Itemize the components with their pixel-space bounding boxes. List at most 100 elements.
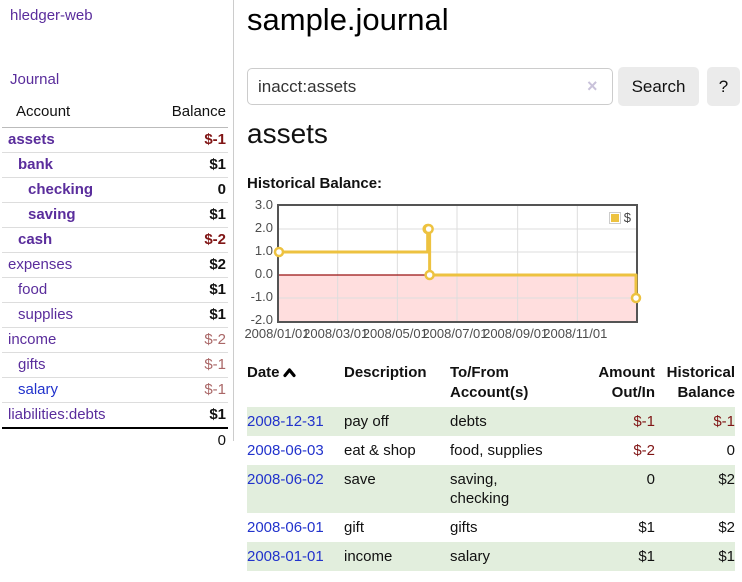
register-body: 2008-12-31 pay off debts $-1 $-1 2008-06-03 ea… [247,407,735,571]
sort-ascending-icon [282,368,296,378]
transaction-amount: $-2 [633,442,655,459]
account-link[interactable]: checking [28,181,94,198]
x-axis-tick-label: 2008/05/01 [362,326,428,341]
register-row: 2008-01-01 income salary $1 $1 [247,542,735,571]
register-row: 2008-12-31 pay off debts $-1 $-1 [247,407,735,436]
register-col-amount: Amount Out/In [598,364,655,401]
brand-link[interactable]: hledger-web [10,7,93,24]
register-table: Date Description To/From Account(s) Amou… [247,361,735,571]
transaction-amount: 0 [646,471,655,488]
transaction-balance: $-1 [713,413,735,430]
account-row: liabilities:debts $1 [2,402,228,428]
x-axis-tick-label: 2008/07/01 [422,326,488,341]
transaction-accounts: food, supplies [450,442,543,459]
account-link[interactable]: supplies [18,306,74,323]
transaction-date-link[interactable]: 2008-06-03 [247,442,324,459]
account-row: expenses $2 [2,252,228,278]
sidebar-divider [233,0,234,441]
register-col-date[interactable]: Date [247,361,344,407]
transaction-date-link[interactable]: 2008-01-01 [247,548,324,565]
help-button[interactable]: ? [707,67,740,106]
transaction-amount: $1 [638,548,655,565]
account-link[interactable]: saving [28,206,76,223]
account-balance: $1 [148,302,228,328]
chart-plot-area: $ [273,204,642,323]
transaction-description: income [344,548,393,565]
balance-column-header: Balance [148,99,228,128]
account-row: food $1 [2,277,228,303]
account-total-row: 0 [2,427,228,453]
account-column-header: Account [2,99,149,128]
account-balance: $1 [148,202,228,228]
account-link[interactable]: liabilities:debts [8,406,106,423]
account-tree-table: Account Balance assets $-1 bank $1 checking 0… [2,99,228,453]
account-balance: $1 [148,152,228,178]
account-balance: $-2 [148,227,228,253]
account-balance: $-2 [148,327,228,353]
historical-balance-chart: 3.0 2.0 1.0 0.0 -1.0 -2.0 $ 2008/01/01 2008/03… [244,197,687,348]
transaction-description: save [344,471,376,488]
transaction-balance: $1 [718,548,735,565]
date-header-label: Date [247,364,280,381]
transaction-date-link[interactable]: 2008-06-02 [247,471,324,488]
transaction-accounts: saving, checking [450,471,510,507]
main-content: sample.journal × Search ? assets Histori… [244,0,742,582]
account-total-balance: 0 [148,427,228,453]
y-axis-tick-label: 2.0 [254,220,273,235]
account-balance: $2 [148,252,228,278]
account-balance: 0 [148,177,228,203]
legend-color-swatch [608,211,621,224]
legend-label: $ [623,210,631,225]
account-row: cash $-2 [2,227,228,253]
search-button[interactable]: Search [618,67,699,106]
account-link[interactable]: salary [18,381,59,398]
register-row: 2008-06-01 gift gifts $1 $2 [247,513,735,542]
balance-chart-svg [273,206,642,321]
clear-search-icon[interactable]: × [587,76,598,96]
transaction-date-link[interactable]: 2008-06-01 [247,519,324,536]
transaction-date-link[interactable]: 2008-12-31 [247,413,324,430]
y-axis-tick-label: 3.0 [254,197,273,212]
account-row: gifts $-1 [2,352,228,378]
transaction-description: eat & shop [344,442,416,459]
account-link[interactable]: bank [18,156,54,173]
transaction-balance: $2 [718,471,735,488]
account-link[interactable]: expenses [8,256,73,273]
register-col-description: Description [344,364,427,381]
account-link[interactable]: cash [18,231,53,248]
register-col-balance: Historical Balance [666,364,735,401]
register-col-accounts: To/From Account(s) [450,364,529,401]
x-axis-tick-label: 2008/09/01 [483,326,549,341]
account-link[interactable]: assets [8,131,55,148]
x-axis-tick-label: 2008/01/01 [244,326,310,341]
account-row: saving $1 [2,202,228,228]
chart-legend: $ [606,209,633,226]
y-axis-tick-label: 0.0 [254,266,273,281]
transaction-description: pay off [344,413,389,430]
register-row: 2008-06-03 eat & shop food, supplies $-2 0 [247,436,735,465]
account-link[interactable]: income [8,331,57,348]
account-row: supplies $1 [2,302,228,328]
account-tree-body: assets $-1 bank $1 checking 0 saving $1 cash $-2 e… [2,128,228,453]
account-row: checking 0 [2,177,228,203]
chart-label: Historical Balance: [247,175,383,192]
account-balance: $1 [148,402,228,428]
x-axis-tick-label: 2008/03/01 [303,326,369,341]
transaction-accounts: gifts [450,519,478,536]
sidebar-item-journal[interactable]: Journal [10,71,60,88]
account-link[interactable]: food [18,281,48,298]
transaction-amount: $1 [638,519,655,536]
transaction-accounts: salary [450,548,491,565]
account-balance: $-1 [148,352,228,378]
transaction-balance: 0 [726,442,735,459]
transaction-balance: $2 [718,519,735,536]
y-axis-tick-label: -2.0 [250,312,273,327]
register-row: 2008-06-02 save saving, checking 0 $2 [247,465,735,513]
search-input[interactable] [247,68,613,105]
page-title: sample.journal [247,2,449,37]
y-axis-tick-label: -1.0 [250,289,273,304]
account-balance: $1 [148,277,228,303]
account-link[interactable]: gifts [18,356,46,373]
account-row: salary $-1 [2,377,228,403]
x-axis-tick-label: 2008/11/01 [543,326,608,341]
